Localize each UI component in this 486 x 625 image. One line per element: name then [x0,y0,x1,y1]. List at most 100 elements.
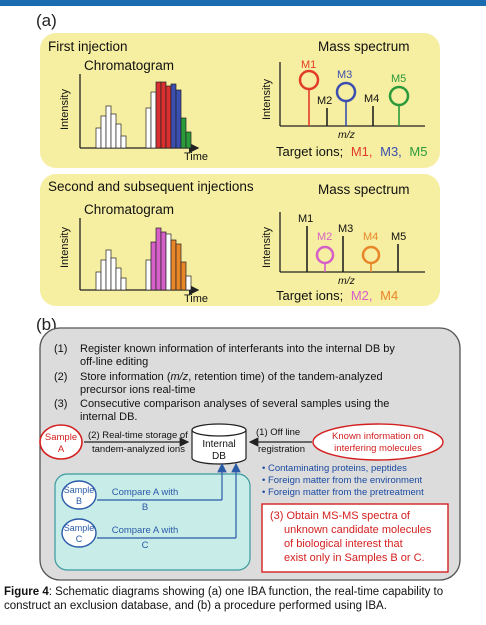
second-ms-ylabel: Intensity [261,227,273,268]
sample-a-letter: A [58,444,65,455]
compare-b-label-2: B [142,502,148,513]
second-peak-m4-circle [361,245,381,265]
second-peak-m1-label: M1 [298,213,313,225]
second-chrom-xlabel: Time [184,293,208,305]
first-peak-m2-label: M2 [317,95,332,107]
second-chromatogram-bars [95,227,192,291]
result-line-1: (3) Obtain MS-MS spectra of [270,510,411,522]
first-peak-m5-label: M5 [391,73,406,85]
chrom2-bar-3 [110,257,117,291]
chrom1-bar-12 [175,89,182,149]
chrom2-bar-9 [160,231,167,291]
chrom2-bar-2 [105,249,112,291]
known-info-label-1: Known information on [332,431,424,442]
result-box [261,503,449,573]
second-peak-m2-circle [315,245,335,265]
chrom2-bar-8 [155,227,162,291]
interferent-bullets: • Contaminating proteins, peptides • For… [262,463,424,498]
sample-b-node [61,480,97,510]
second-injection-title: Second and subsequent injections [48,179,254,194]
chrom2-bar-11 [170,239,177,291]
first-ms-title: Mass spectrum [318,39,410,54]
bullet-2: • Foreign matter from the environment [262,475,423,486]
figure-svg: (a) First injection Chromatogram Intensi… [36,11,461,581]
chrom1-bar-5 [120,135,127,149]
second-peak-m2-label: M2 [317,231,332,243]
chrom2-bar-12 [175,243,182,291]
chrom1-bar-3 [110,113,117,149]
chrom2-bar-10 [165,233,172,291]
known-info-label-2: interfering molecules [334,443,422,454]
sample-b-label: Sample [64,485,95,495]
first-target-ions: Target ions; M1, M3, M5 [276,144,427,159]
second-chrom-ylabel: Intensity [59,227,71,268]
sample-c-label: Sample [64,523,95,533]
chrom2-bar-13 [180,261,187,291]
chrom1-bar-7 [150,91,157,149]
second-peak-m5-label: M5 [391,231,406,243]
result-text: (3) Obtain MS-MS spectra of unknown cand… [270,510,432,564]
second-target-ions: Target ions; M2, M4 [276,288,398,303]
sample-c-node [61,518,97,548]
panel-a-label: (a) [36,11,57,30]
compare-c-label-1: Compare A with [112,525,179,536]
step-2-num: (2) [54,371,67,383]
first-chromatogram-bars [95,81,192,149]
step-2-line2: precursor ions real-time [80,384,196,396]
chrom2-bar-1 [100,259,107,291]
chrom2-bar-4 [115,267,122,291]
second-peak-m3-label: M3 [338,223,353,235]
first-chrom-ylabel: Intensity [59,89,71,130]
caption-text: : Schematic diagrams showing (a) one IBA… [4,586,444,612]
top-accent-bar [0,0,486,6]
step-3-num: (3) [54,398,67,410]
step-1-line1: Register known information of interferan… [80,343,395,355]
caption-label: Figure 4 [4,586,49,598]
procedure-steps: (1) Register known information of interf… [54,343,395,423]
first-peak-m1-circle [298,69,320,91]
result-line-4: exist only in Samples B or C. [284,552,425,564]
second-peak-m4-label: M4 [363,231,378,243]
sample-b-letter: B [76,496,82,506]
chrom1-bar-2 [105,105,112,149]
offline-registration-label-1: (1) Off line [256,427,300,438]
first-injection-panel [40,33,440,168]
first-ms-xlabel: m/z [338,129,356,141]
result-line-3: of biological interest that [284,538,403,550]
chrom1-bar-9 [160,81,167,149]
step-1-line2: off-line editing [80,356,148,368]
bullet-3: • Foreign matter from the pretreatment [262,487,424,498]
second-ms-xlabel: m/z [338,275,356,287]
chrom1-bar-1 [100,115,107,149]
chrom1-bar-11 [170,83,177,149]
internal-db-label: Internal [202,439,235,450]
realtime-storage-label-2: tandem-analyzed ions [92,444,185,455]
first-peak-m3-circle [335,81,357,103]
offline-registration-label-2: registration [258,444,305,455]
chrom2-bar-14 [185,275,192,291]
bullet-1: • Contaminating proteins, peptides [262,463,407,474]
second-chromatogram-title: Chromatogram [84,202,174,217]
chrom1-bar-14 [185,131,192,149]
comparison-box [54,473,251,571]
chrom1-bar-13 [180,117,187,149]
first-peak-m1-label: M1 [301,59,316,71]
chrom1-bar-4 [115,123,122,149]
first-peak-m3-label: M3 [337,69,352,81]
step-2-line1: Store information (m/z, retention time) … [80,371,383,383]
internal-db-label-2: DB [212,451,226,462]
sample-a-node [39,424,83,460]
chrom1-bar-6 [145,107,152,149]
compare-c-label-2: C [142,540,149,551]
step-1-num: (1) [54,343,67,355]
sample-a-label: Sample [45,432,77,443]
internal-db-icon [191,423,247,465]
figure-caption: Figure 4: Schematic diagrams showing (a)… [4,585,482,613]
second-injection-panel [40,174,440,306]
sample-c-letter: C [76,534,83,544]
first-ms-ylabel: Intensity [261,79,273,120]
first-injection-title: First injection [48,39,128,54]
first-chrom-xlabel: Time [184,151,208,163]
realtime-storage-label-1: (2) Real-time storage of [88,430,188,441]
